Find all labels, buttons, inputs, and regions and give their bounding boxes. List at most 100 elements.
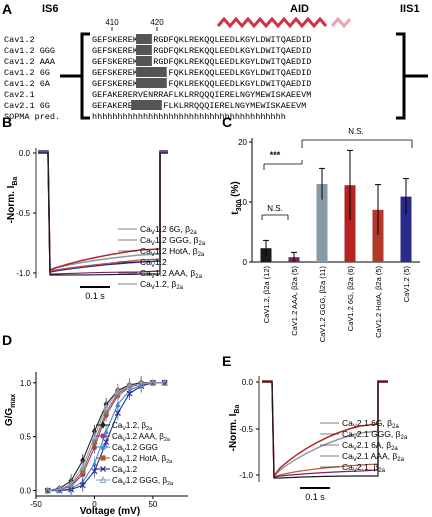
c-y-tick-label: 20 — [238, 138, 247, 147]
sequence-alignment: Cav1.2 GEFSKEREKAKARGDFQKLREKQQLEEDLKGYLD… — [4, 34, 311, 122]
pos-410: 410 — [105, 18, 119, 27]
panel-e-tick-1: -0.5 — [239, 425, 253, 434]
seq-row-name: Cav1.2 6G — [4, 68, 50, 78]
d-legend-entry: CaV1.2, β2a — [112, 421, 153, 432]
d-point — [99, 475, 107, 484]
seq-row: GEFSKEREKAAARGDFQKLREKQQLEEDLKGYLDWITQAE… — [92, 57, 311, 67]
legend-entry: CaV2.1 6A, β2a — [342, 440, 398, 452]
d-point — [91, 432, 98, 440]
seq-highlight — [131, 100, 162, 110]
aid-helix-icon — [216, 16, 328, 29]
d-point — [100, 421, 106, 429]
panel-b: B -Norm. IBa 0.0 -0.5 -1.0 CaV1.2 6G, β2… — [2, 114, 206, 301]
pos-420: 420 — [150, 18, 164, 27]
aid-label: AID — [290, 3, 309, 15]
d-legend-entry: CaV1.2 — [112, 465, 138, 476]
d-legend-entry: CaV1.2 GGG — [112, 443, 158, 454]
trace-e-orange — [262, 381, 388, 478]
iis1-label: IIS1 — [400, 3, 420, 15]
d-point — [114, 387, 122, 395]
panel-b-ylabel: -Norm. IBa — [6, 177, 19, 224]
d-point — [115, 401, 121, 407]
sopma-label: SOPMA pred. — [4, 112, 60, 122]
panel-d-line-chart: 0.0 0.5 1.0 -50 0 50 — [20, 372, 188, 509]
d-point — [91, 460, 98, 467]
seq-row: GEFSKEREKAAAAAAFQKLREKQQLEEDLKGYLDWITQAE… — [92, 79, 311, 89]
panel-c-ylabel: t300 (%) — [230, 181, 243, 214]
legend-entry: CaV1.2 6G, β2a — [140, 224, 197, 236]
c-bar — [316, 184, 328, 262]
d-y-tick-label: 0.5 — [20, 433, 32, 442]
ns-label-2: N.S. — [348, 127, 364, 136]
seq-row-name: Cav1.2 GGG — [4, 46, 55, 56]
c-y-tick-label: 10 — [238, 198, 247, 207]
ns-label-1: N.S. — [267, 204, 283, 213]
panel-b-tick-1: -0.5 — [16, 209, 30, 218]
legend-entry: CaV2.1 AAA, β2a — [342, 451, 405, 463]
c-bar — [372, 209, 384, 262]
d-x-tick-label: 50 — [148, 500, 157, 509]
panel-e: E -Norm. IBa 0.0 -0.5 -1.0 CaV2.1 6G, β2… — [222, 353, 408, 502]
d-point — [67, 479, 75, 488]
trace-e-gray — [262, 380, 388, 478]
d-point — [79, 482, 86, 489]
panel-a-label: A — [2, 1, 12, 17]
d-x-tick-label: 0 — [92, 500, 97, 509]
trace-e-purple — [262, 381, 388, 478]
seq-row: GEFSKEREKGGGGGGFQKLREKQQLEEDLKGYLDWITQAE… — [92, 68, 311, 78]
seq-row: GEFSKEREKAKARGDFQKLREKQQLEEDLKGYLDWITQAE… — [92, 35, 311, 45]
trace-b-black — [38, 152, 168, 276]
d-legend-entry: CaV1.2 HotA, β2a — [112, 454, 173, 465]
trace-b-orange — [38, 151, 168, 272]
panel-b-label: B — [2, 114, 12, 130]
c-category-label: CaV1.2 AAA, β2a (5) — [290, 266, 299, 336]
trace-e-black — [262, 381, 388, 479]
c-category-label: CaV1.2 GGG, β2a (11) — [318, 266, 327, 343]
d-point — [161, 378, 168, 386]
d-point — [114, 409, 121, 416]
c-category-label: CaV1.2 HotA, β2a (5) — [374, 266, 383, 338]
legend-entry: CaV2.1, β2a — [342, 462, 386, 474]
seq-highlight — [136, 67, 167, 77]
d-legend-entry: CaV1.2 AAA, β2a — [112, 432, 171, 443]
panel-e-traces — [262, 380, 388, 479]
panel-a: A IS6 AID IIS1 410 420 Cav1.2 GEFSKEREKAK… — [2, 1, 428, 122]
d-y-tick-label: 1.0 — [20, 379, 32, 388]
panel-c-bar-chart: 0 10 20 CaV1.2, β2a (12) CaV1.2 AAA, β2a (5)… — [238, 138, 420, 342]
seq-row: GEFAKEREGGGGGGFLKLRRQQQIERELNGYMEWISKAEE… — [92, 101, 306, 111]
d-legend-entry: CaV1.2 GGG, β2a — [112, 476, 174, 487]
seq-row: GEFAKERERVENRRAFLKLRRQQQIERELNGYMEWISKAE… — [92, 90, 311, 100]
panel-e-ylabel: -Norm. IBa — [228, 405, 241, 452]
seq-row-name: Cav2.1 — [4, 90, 35, 100]
legend-entry: CaV2.1 GGG, β2a — [342, 429, 408, 441]
legend-entry: CaV1.2, β2a — [140, 279, 184, 291]
legend-entry: CaV1.2 GGG, β2a — [140, 235, 206, 247]
seq-row: GEFSKEREKGGGRGDFQKLREKQQLEEDLKGYLDWITQAE… — [92, 46, 311, 56]
legend-entry: CaV1.2 AAA, β2a — [140, 268, 203, 280]
seq-highlight — [136, 34, 152, 44]
is6-label: IS6 — [42, 3, 59, 15]
panel-e-tick-2: -1.0 — [239, 471, 253, 480]
panel-c: C t300 (%) 0 10 20 CaV1.2, β2a (12) CaV1.2 A… — [222, 114, 420, 342]
d-y-tick-label: 0.0 — [20, 487, 32, 496]
d-point — [79, 462, 87, 470]
panel-d: D G/Gmax 0.0 0.5 1.0 -50 0 50 Voltage (mV) Ca… — [2, 332, 188, 517]
sig-stars: *** — [270, 150, 281, 160]
d-point — [126, 390, 133, 397]
d-point — [149, 378, 157, 386]
seq-row-name: Cav1.2 — [4, 35, 35, 45]
d-point — [44, 486, 51, 494]
panel-b-traces — [38, 150, 168, 276]
panel-e-tick-0: 0.0 — [242, 378, 254, 387]
sopma-seq: hhhhhhhhhhhhhhhhhhhhhhhhhhhhhhhhhhhhhh — [92, 112, 286, 122]
d-point — [100, 433, 106, 439]
c-bar — [400, 196, 412, 262]
seq-row-name: Cav1.2 AAA — [4, 57, 56, 67]
trace-e-red — [262, 380, 388, 479]
d-point — [137, 379, 145, 387]
c-y-tick-label: 0 — [243, 258, 248, 267]
panel-e-label: E — [222, 353, 231, 369]
trace-b-blue — [38, 150, 168, 273]
